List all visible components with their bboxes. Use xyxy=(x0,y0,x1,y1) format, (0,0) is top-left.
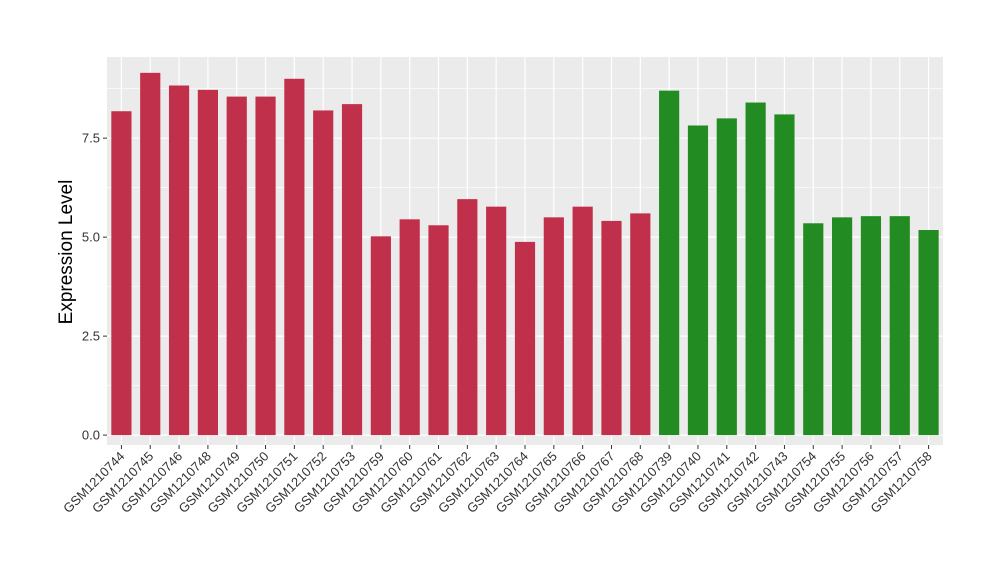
bar-GSM1210759 xyxy=(370,236,391,436)
y-tick-label: 2.5 xyxy=(82,329,100,344)
bar-GSM1210742 xyxy=(745,102,766,436)
bar-GSM1210765 xyxy=(543,217,564,436)
bar-GSM1210753 xyxy=(341,104,363,436)
bar-GSM1210749 xyxy=(226,96,247,436)
bar-GSM1210752 xyxy=(313,110,334,436)
bar-GSM1210750 xyxy=(255,96,276,436)
bar-GSM1210755 xyxy=(832,217,853,436)
bar-GSM1210757 xyxy=(889,216,910,436)
x-axis: GSM1210744GSM1210745GSM1210746GSM1210748… xyxy=(60,445,935,516)
bar-GSM1210754 xyxy=(803,223,824,436)
bar-GSM1210740 xyxy=(687,125,709,436)
bar-GSM1210746 xyxy=(168,85,190,436)
y-axis-title: Expression Level xyxy=(56,180,77,325)
bar-GSM1210763 xyxy=(486,206,507,436)
bar-GSM1210767 xyxy=(601,220,622,436)
bar-GSM1210748 xyxy=(197,89,218,436)
y-axis: 0.0 2.5 5.0 7.5 xyxy=(82,131,107,443)
bar-GSM1210744 xyxy=(111,111,132,436)
bar-GSM1210758 xyxy=(918,230,939,436)
bar-GSM1210745 xyxy=(140,72,161,436)
bar-GSM1210739 xyxy=(659,90,680,436)
bar-GSM1210751 xyxy=(284,78,305,436)
bar-GSM1210764 xyxy=(514,241,536,436)
bar-GSM1210768 xyxy=(630,213,651,436)
bar-GSM1210761 xyxy=(428,225,449,436)
y-tick-label: 0.0 xyxy=(82,428,100,443)
bars xyxy=(111,72,939,436)
bar-GSM1210760 xyxy=(399,219,420,436)
y-tick-label: 5.0 xyxy=(82,230,100,245)
y-tick-label: 7.5 xyxy=(82,131,100,146)
bar-GSM1210741 xyxy=(716,118,737,436)
bar-GSM1210762 xyxy=(457,199,478,436)
bar-GSM1210756 xyxy=(860,216,882,436)
bar-GSM1210743 xyxy=(774,114,795,436)
bar-GSM1210766 xyxy=(572,206,593,436)
